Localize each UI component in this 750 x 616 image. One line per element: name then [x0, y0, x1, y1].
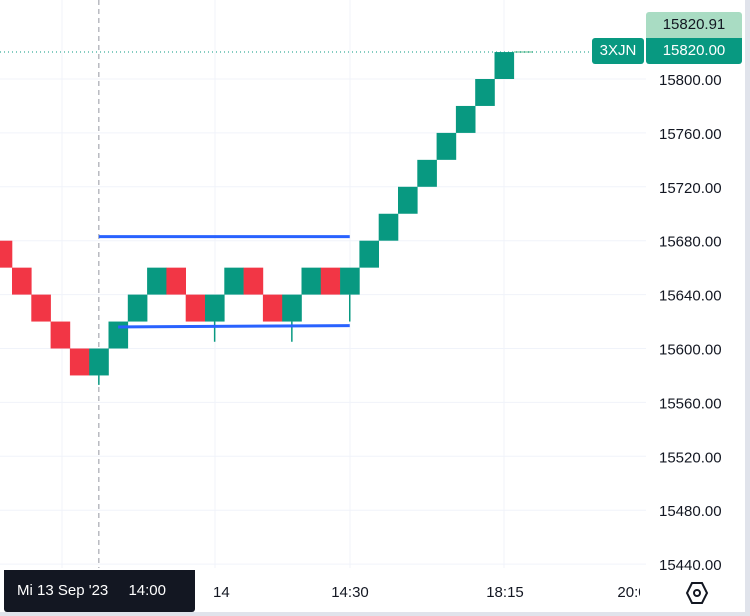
settings-icon[interactable]	[684, 580, 710, 606]
price-tick-label: 15680.00	[659, 234, 722, 251]
brick-up	[147, 267, 167, 295]
brick-down	[185, 294, 206, 322]
price-tick-label: 15760.00	[659, 126, 722, 143]
brick-up	[340, 267, 360, 295]
crosshair-time: 14:00	[128, 582, 166, 599]
price-tick-label: 15440.00	[659, 557, 722, 574]
brick-down	[243, 267, 264, 295]
brick-down	[12, 267, 32, 295]
brick-down	[69, 348, 90, 376]
symbol-tag: 3XJN	[592, 38, 644, 64]
brick-up	[127, 294, 148, 322]
brick-up	[301, 267, 322, 295]
brick-up	[378, 213, 399, 241]
brick-up	[436, 132, 457, 160]
brick-up	[224, 267, 244, 295]
right-border	[745, 0, 750, 616]
brick-up	[475, 79, 495, 106]
brick-down	[31, 294, 51, 322]
brick-up	[417, 159, 437, 187]
time-tick-label: 20:0	[617, 584, 646, 601]
bricks	[0, 52, 515, 385]
brick-up	[89, 348, 109, 376]
brick-down	[0, 240, 13, 268]
high-price-label: 15820.91	[646, 12, 742, 38]
trend-line-support	[118, 324, 350, 329]
price-tick-label: 15800.00	[659, 72, 722, 89]
brick-up	[398, 186, 418, 214]
time-tick-label: 18:15	[486, 584, 524, 601]
price-tick-label: 15520.00	[659, 449, 722, 466]
price-tick-label: 15600.00	[659, 342, 722, 359]
brick-up	[455, 105, 476, 133]
crosshair-time-label: Mi 13 Sep '23 14:00	[4, 570, 195, 612]
bottom-border	[0, 612, 750, 616]
overlays	[0, 51, 592, 329]
brick-down	[50, 321, 71, 349]
brick-up	[494, 52, 515, 79]
price-tick-label: 15560.00	[659, 395, 722, 412]
price-axis[interactable]: 15800.00 15760.00 15720.00 15680.00 15640.00…	[659, 72, 722, 574]
time-axis[interactable]: 14 14:30 18:15 20:0	[213, 570, 660, 610]
time-tick-label: 14	[213, 584, 230, 601]
brick-down	[320, 267, 341, 295]
time-axis-clip	[640, 570, 660, 610]
time-tick-label: 14:30	[331, 584, 369, 601]
brick-up	[205, 294, 225, 322]
brick-up	[282, 294, 302, 322]
last-price-label: 15820.00	[646, 38, 742, 64]
crosshair-date: Mi 13 Sep '23	[17, 582, 109, 599]
brick-down	[262, 294, 283, 322]
price-tick-label: 15640.00	[659, 288, 722, 305]
brick-down	[166, 267, 186, 295]
brick-up	[359, 240, 379, 268]
price-tick-label: 15720.00	[659, 180, 722, 197]
price-tick-label: 15480.00	[659, 503, 722, 520]
